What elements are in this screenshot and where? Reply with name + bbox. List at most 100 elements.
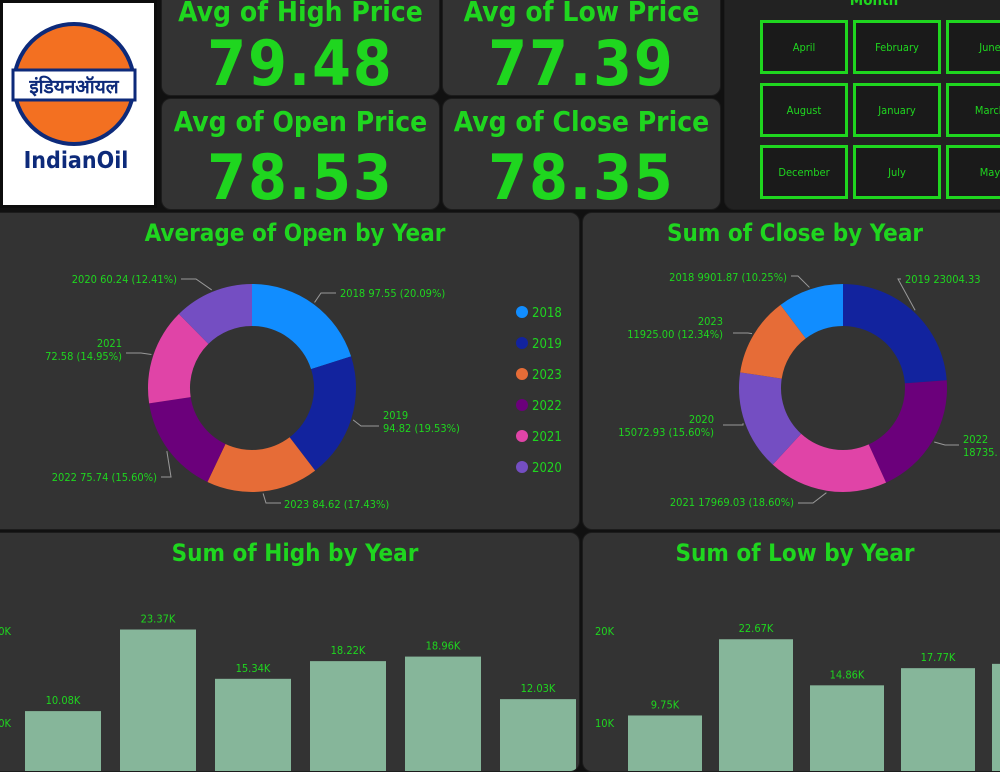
donut-slice-2021[interactable] xyxy=(148,314,209,404)
legend-label-2018[interactable]: 2018 xyxy=(532,306,562,321)
kpi-value-open: 78.53 xyxy=(207,141,394,210)
logo-panel: इंडियनऑयल IndianOil xyxy=(0,0,157,208)
close-by-year-panel: Sum of Close by Year 2019 23004.33 2022 18… xyxy=(582,212,1000,530)
month-button-january[interactable]: January xyxy=(853,83,941,137)
donut-slice-2021[interactable] xyxy=(772,433,887,492)
slicer-title: Month xyxy=(849,0,899,9)
bar-value-label-3: 18.22K xyxy=(331,644,366,657)
open-by-year-donut: 2018 97.55 (20.09%) 2019 94.82 (19.53%) 202… xyxy=(45,273,562,511)
leader-line-2018 xyxy=(791,275,810,288)
y-tick-label-1: 10K xyxy=(595,717,615,730)
low-by-year-panel: Sum of Low by Year 9.75K 22.67K 14.86K 17.7… xyxy=(582,532,1000,772)
data-label-2022: 18735. xyxy=(963,446,998,459)
month-button-august[interactable]: August xyxy=(760,83,848,137)
kpi-card-close: Avg of Close Price 78.35 xyxy=(442,98,721,210)
y-tick-label-1: 0K xyxy=(0,717,11,730)
kpi-value-low: 77.39 xyxy=(488,27,675,96)
data-label-2019: 94.82 (19.53%) xyxy=(383,422,460,435)
legend-swatch-2022 xyxy=(516,399,528,411)
bar-3[interactable] xyxy=(310,661,386,772)
data-label-2022: 2022 xyxy=(963,433,988,446)
donut-slice-2018[interactable] xyxy=(780,284,843,339)
leader-line-2019 xyxy=(897,278,916,311)
bar-value-label-0: 10.08K xyxy=(46,694,81,707)
kpi-title-high: Avg of High Price xyxy=(178,0,423,28)
legend-label-2023[interactable]: 2023 xyxy=(532,368,562,383)
leader-line-2023 xyxy=(733,332,753,335)
data-label-2020: 2020 xyxy=(689,413,714,426)
bar-2[interactable] xyxy=(810,685,884,772)
month-button-december[interactable]: December xyxy=(760,145,848,199)
legend-swatch-2020 xyxy=(516,461,528,473)
low-by-year-bars: 9.75K 22.67K 14.86K 17.77K 20K 10K xyxy=(595,622,1000,772)
month-button-may[interactable]: May xyxy=(946,145,1000,199)
month-button-april[interactable]: April xyxy=(760,20,848,74)
donut-slice-2020[interactable] xyxy=(178,284,252,344)
svg-text:IndianOil: IndianOil xyxy=(24,148,129,174)
legend-label-2022[interactable]: 2022 xyxy=(532,399,562,414)
kpi-title-low: Avg of Low Price xyxy=(463,0,700,28)
data-label-2021: 2021 xyxy=(97,337,122,350)
month-slicer: Month April February June August January… xyxy=(724,0,1000,210)
high-by-year-bars: 10.08K 23.37K 15.34K 18.22K 18.96K 12.03K 0K 0K xyxy=(0,613,576,772)
donut-slice-2019[interactable] xyxy=(843,284,947,384)
donut-slice-2019[interactable] xyxy=(289,356,356,471)
data-label-2020: 2020 60.24 (12.41%) xyxy=(72,273,177,286)
data-label-2018: 2018 97.55 (20.09%) xyxy=(340,287,445,300)
bar-1[interactable] xyxy=(719,639,793,772)
legend-label-2021[interactable]: 2021 xyxy=(532,430,562,445)
bar-3[interactable] xyxy=(901,668,975,772)
donut-slice-2018[interactable] xyxy=(252,284,352,370)
bar-0[interactable] xyxy=(628,715,702,772)
legend-label-2019[interactable]: 2019 xyxy=(532,337,562,352)
month-button-july[interactable]: July xyxy=(853,145,941,199)
legend-label-2020[interactable]: 2020 xyxy=(532,461,562,476)
data-label-2022: 2022 75.74 (15.60%) xyxy=(52,471,157,484)
legend-swatch-2018 xyxy=(516,306,528,318)
bar-0[interactable] xyxy=(25,711,101,772)
leader-line-2021 xyxy=(126,352,152,355)
bar-1[interactable] xyxy=(120,629,196,772)
leader-line-2022 xyxy=(161,451,172,478)
y-tick-label-0: 20K xyxy=(595,625,615,638)
leader-line-2021 xyxy=(798,492,827,504)
kpi-title-close: Avg of Close Price xyxy=(453,105,710,138)
month-button-june[interactable]: June xyxy=(946,20,1000,74)
kpi-card-open: Avg of Open Price 78.53 xyxy=(161,98,440,210)
leader-line-2022 xyxy=(934,441,959,446)
high-by-year-title: Sum of High by Year xyxy=(171,539,419,567)
legend-swatch-2023 xyxy=(516,368,528,380)
month-button-february[interactable]: February xyxy=(853,20,941,74)
data-label-2020: 15072.93 (15.60%) xyxy=(618,426,714,439)
donut-slice-2020[interactable] xyxy=(739,372,802,465)
open-by-year-title: Average of Open by Year xyxy=(144,219,446,247)
y-tick-label-0: 0K xyxy=(0,625,11,638)
low-by-year-title: Sum of Low by Year xyxy=(675,539,915,567)
kpi-value-close: 78.35 xyxy=(488,141,675,210)
leader-line-2019 xyxy=(352,419,379,427)
donut-slice-2022[interactable] xyxy=(868,380,947,483)
bar-value-label-2: 15.34K xyxy=(236,662,271,675)
data-label-2021: 72.58 (14.95%) xyxy=(45,350,122,363)
bar-4[interactable] xyxy=(992,663,1000,772)
leader-line-2018 xyxy=(314,292,336,303)
svg-text:इंडियनऑयल: इंडियनऑयल xyxy=(28,75,119,98)
kpi-value-high: 79.48 xyxy=(207,27,394,96)
bar-4[interactable] xyxy=(405,656,481,772)
kpi-title-open: Avg of Open Price xyxy=(173,105,428,138)
donut-slice-2023[interactable] xyxy=(740,304,806,379)
open-by-year-panel: Average of Open by Year 2018 97.55 (20.0… xyxy=(0,212,580,530)
donut-slice-2023[interactable] xyxy=(207,437,316,493)
bar-2[interactable] xyxy=(215,678,291,772)
data-label-2023: 2023 84.62 (17.43%) xyxy=(284,498,389,511)
bar-value-label-3: 17.77K xyxy=(921,651,956,664)
month-button-march[interactable]: March xyxy=(946,83,1000,137)
donut-slice-2022[interactable] xyxy=(149,397,226,482)
bar-value-label-1: 22.67K xyxy=(739,622,774,635)
bar-5[interactable] xyxy=(500,699,576,772)
data-label-2021: 2021 17969.03 (18.60%) xyxy=(670,496,794,509)
legend-swatch-2021 xyxy=(516,430,528,442)
bar-value-label-2: 14.86K xyxy=(830,668,865,681)
bar-value-label-4: 18.96K xyxy=(426,640,461,653)
